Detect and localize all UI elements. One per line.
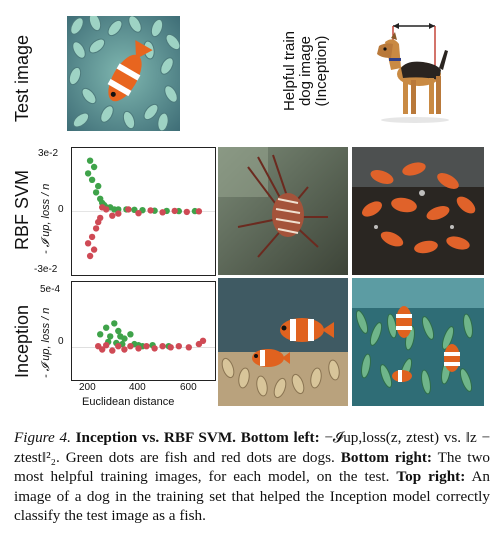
scatter-point-fish-2 — [88, 176, 96, 183]
scatter-point-fish-0 — [84, 170, 92, 177]
scatter-point-dog-10 — [159, 343, 166, 350]
scatter-point-dog-9 — [151, 345, 158, 352]
test-image-clownfish — [67, 16, 180, 131]
caption-text-2: The two most helpful training images, fo… — [14, 448, 491, 486]
inception-xtick-400: 400 — [129, 382, 146, 393]
scatter-point-dog-15 — [199, 337, 207, 344]
scatter-point-dog-15 — [171, 207, 178, 215]
scatter-point-fish-1 — [86, 157, 94, 164]
caption-figure-label: Figure 4. — [14, 429, 71, 446]
rbf-svm-scatter-svg — [72, 157, 215, 260]
figure-caption: Figure 4. Inception vs. RBF SVM. Bottom … — [14, 428, 490, 526]
helpful-dog-label-line-1: Helpful train — [281, 30, 298, 112]
scatter-point-dog-8 — [103, 206, 110, 213]
row-label-rbf-svm: RBF SVM — [12, 169, 32, 250]
scatter-point-dog-5 — [121, 346, 128, 353]
scatter-point-dog-12 — [135, 210, 142, 217]
scatter-point-dog-7 — [135, 345, 142, 352]
caption-title: Inception vs. RBF SVM. — [75, 429, 236, 446]
dog-image-airedale — [363, 16, 463, 134]
scatter-point-dog-16 — [183, 208, 190, 216]
scatter-point-fish-4 — [115, 327, 122, 335]
caption-vs: vs. — [443, 429, 462, 446]
rbf-ytick-top: 3e-2 — [38, 148, 59, 159]
inception-train-image-clownfish-1 — [218, 278, 348, 406]
scatter-point-fish-3 — [90, 163, 98, 171]
scatter-point-fish-0 — [97, 331, 104, 338]
scatter-point-dog-11 — [125, 206, 132, 213]
row-label-inception: Inception — [12, 304, 32, 378]
inception-ytick-top: 5e-4 — [40, 284, 61, 295]
inception-xlabel: Euclidean distance — [82, 396, 175, 408]
scatter-point-dog-17 — [195, 208, 203, 215]
scatter-point-fish-7 — [127, 331, 134, 338]
scatter-point-dog-4 — [115, 343, 122, 350]
caption-formula-b: ‖z − ztest‖²₂. — [14, 429, 491, 466]
caption-bottom-right-label: Bottom right: — [340, 448, 432, 466]
scatter-point-dog-6 — [97, 214, 104, 222]
helpful-dog-label-line-2: dog image — [297, 35, 314, 107]
scatter-point-dog-13 — [147, 207, 154, 214]
caption-bottom-left-label: Bottom left: — [240, 429, 320, 446]
rbf-svm-scatter-plot — [71, 147, 216, 276]
helpful-dog-label-line-3: (Inception) — [313, 35, 330, 107]
scatter-point-fish-3 — [111, 320, 118, 327]
caption-text-1: Green dots are fish and red dots are dog… — [65, 448, 335, 466]
rbf-ytick-zero: 0 — [58, 204, 64, 215]
scatter-point-dog-3 — [90, 246, 98, 253]
scatter-point-fish-1 — [103, 324, 110, 331]
inception-ylabel: - 𝓘 up, loss / n — [40, 307, 52, 378]
scatter-point-dog-4 — [92, 225, 100, 232]
inception-xtick-600: 600 — [180, 382, 197, 393]
rbf-ylabel: - 𝓘 up, loss / n — [40, 183, 52, 254]
scatter-point-fish-2 — [107, 333, 114, 340]
inception-scatter-plot — [71, 281, 216, 381]
row-label-test-image: Test image — [12, 34, 32, 122]
scatter-point-fish-4 — [92, 189, 100, 196]
caption-formula-a: −𝓘up,loss(z, ztest) — [324, 429, 440, 446]
caption-top-right-label: Top right: — [396, 468, 466, 485]
scatter-point-dog-0 — [84, 240, 92, 247]
scatter-point-fish-6 — [121, 335, 128, 342]
caption-text-3: An image of a dog in the training set th… — [14, 468, 491, 524]
inception-xtick-200: 200 — [79, 382, 96, 393]
scatter-point-dog-10 — [115, 210, 122, 217]
scatter-point-fish-5 — [95, 182, 102, 190]
scatter-point-dog-2 — [88, 233, 96, 241]
inception-train-image-clownfish-2 — [352, 278, 484, 406]
scatter-point-dog-1 — [99, 346, 106, 353]
scatter-point-dog-1 — [86, 252, 94, 260]
scatter-point-dog-6 — [127, 343, 134, 350]
scatter-point-dog-12 — [175, 343, 182, 350]
scatter-point-dog-8 — [143, 343, 150, 350]
scatter-point-dog-2 — [103, 342, 110, 349]
helpful-dog-label: Helpful train dog image (Inception) — [281, 16, 330, 126]
inception-scatter-svg — [72, 320, 215, 354]
rbf-ytick-bottom: -3e-2 — [34, 264, 58, 275]
scatter-point-dog-13 — [185, 344, 192, 351]
scatter-point-dog-3 — [109, 347, 116, 354]
scatter-point-dog-14 — [159, 209, 166, 216]
scatter-point-dog-9 — [109, 212, 116, 219]
rbf-train-image-goldfish — [352, 147, 484, 275]
scatter-point-dog-11 — [167, 344, 174, 351]
inception-ytick-zero: 0 — [58, 336, 64, 347]
rbf-train-image-lionfish — [218, 147, 348, 275]
